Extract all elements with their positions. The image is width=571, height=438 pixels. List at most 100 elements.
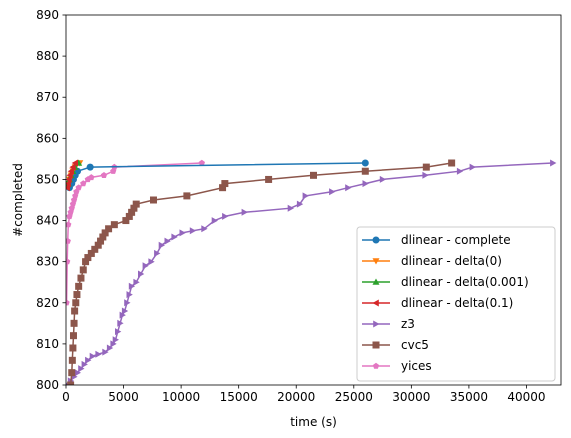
legend-item-dlinear-complete: dlinear - complete — [362, 233, 511, 247]
data-point-yices — [66, 237, 71, 244]
data-point-cvc5 — [68, 356, 76, 364]
data-point-yices — [75, 184, 82, 191]
data-point-cvc5 — [110, 221, 118, 229]
data-point-z3 — [106, 344, 114, 352]
x-tick-label: 25000 — [335, 390, 373, 404]
data-point-dlinear-delta-0-1 — [67, 167, 74, 175]
data-point-z3 — [74, 369, 81, 377]
legend-marker — [372, 258, 380, 265]
legend-label: z3 — [401, 317, 415, 331]
legend-label: dlinear - delta(0) — [401, 254, 502, 268]
data-point-cvc5 — [72, 299, 80, 307]
data-point-z3 — [126, 291, 133, 299]
data-point-cvc5 — [87, 249, 95, 257]
data-point-dlinear-complete — [361, 159, 369, 167]
data-point-cvc5 — [132, 200, 140, 208]
legend-marker — [372, 236, 380, 244]
data-point-cvc5 — [94, 241, 102, 249]
data-point-cvc5 — [310, 171, 317, 179]
data-point-cvc5 — [105, 225, 113, 233]
legend: dlinear - complete dlinear - delta(0) dlin… — [356, 226, 556, 382]
data-point-z3 — [128, 282, 136, 290]
data-point-z3 — [124, 299, 131, 307]
y-tick-label: 860 — [36, 131, 59, 145]
data-point-z3 — [138, 270, 145, 278]
data-point-cvc5 — [68, 369, 76, 377]
legend-item-z3: z3 — [362, 317, 415, 331]
y-tick-label: 850 — [36, 172, 59, 186]
data-point-dlinear-delta-0-1 — [66, 180, 71, 188]
data-point-z3 — [422, 171, 429, 179]
legend-item-cvc5: cvc5 — [362, 338, 429, 352]
data-point-cvc5 — [219, 184, 227, 192]
x-tick-label: 10000 — [162, 390, 200, 404]
data-point-yices — [100, 172, 108, 178]
y-tick-label: 890 — [36, 8, 59, 22]
y-tick-label: 880 — [36, 49, 59, 63]
legend-marker — [372, 362, 380, 369]
data-point-z3 — [85, 356, 92, 364]
legend-label: cvc5 — [401, 338, 429, 352]
data-point-cvc5 — [97, 237, 105, 245]
x-tick-label: 20000 — [277, 390, 315, 404]
data-point-z3 — [117, 319, 124, 327]
data-point-z3 — [89, 352, 96, 360]
data-point-cvc5 — [125, 212, 133, 220]
data-point-z3 — [329, 188, 336, 196]
x-axis-label: time (s) — [290, 415, 337, 429]
data-point-cvc5 — [130, 204, 138, 212]
data-point-cvc5 — [183, 192, 191, 200]
data-point-z3 — [287, 204, 294, 212]
data-point-yices — [66, 299, 70, 306]
data-point-z3 — [211, 217, 218, 225]
plot-frame — [65, 14, 562, 386]
data-point-z3 — [78, 365, 85, 373]
legend-marker — [373, 320, 380, 328]
data-point-cvc5 — [265, 175, 273, 183]
data-point-z3 — [81, 360, 88, 368]
data-point-cvc5 — [149, 196, 157, 204]
legend-label: dlinear - complete — [401, 233, 511, 247]
data-point-cvc5 — [67, 381, 75, 385]
data-point-cvc5 — [70, 319, 78, 327]
data-point-cvc5 — [448, 159, 456, 167]
y-tick-label: 800 — [36, 378, 59, 392]
data-point-z3 — [345, 184, 352, 192]
data-point-z3 — [550, 159, 557, 167]
legend-label: dlinear - delta(0.001) — [401, 275, 529, 289]
data-point-dlinear-delta-0-1 — [69, 163, 76, 171]
x-tick-label: 15000 — [220, 390, 258, 404]
series-group — [66, 159, 557, 385]
data-point-cvc5 — [101, 229, 109, 237]
data-point-dlinear-complete — [86, 163, 94, 171]
data-point-z3 — [296, 200, 304, 208]
data-point-cvc5 — [69, 344, 77, 352]
data-point-cvc5 — [79, 266, 87, 274]
data-point-cvc5 — [122, 217, 130, 225]
data-point-z3 — [362, 180, 369, 188]
y-axis-label: #completed — [11, 163, 25, 237]
data-point-yices — [80, 180, 87, 187]
data-point-z3 — [110, 340, 117, 348]
data-point-cvc5 — [71, 307, 79, 315]
data-point-z3 — [142, 262, 149, 270]
legend-label: dlinear - delta(0.1) — [401, 296, 513, 310]
x-tick-label: 30000 — [392, 390, 430, 404]
x-tick-label: 0 — [62, 390, 70, 404]
data-point-dlinear-delta-0-1 — [71, 159, 78, 167]
legend-box — [356, 226, 556, 382]
data-point-z3 — [171, 233, 178, 241]
data-point-z3 — [115, 328, 122, 336]
data-point-cvc5 — [128, 208, 136, 216]
data-point-cvc5 — [73, 291, 81, 299]
data-point-cvc5 — [422, 163, 430, 171]
data-point-z3 — [154, 249, 161, 257]
data-point-cvc5 — [75, 282, 83, 290]
x-tick-label: 40000 — [507, 390, 545, 404]
data-point-z3 — [201, 225, 208, 233]
y-tick-label: 870 — [36, 90, 59, 104]
y-tick-label: 810 — [36, 337, 59, 351]
data-point-z3 — [121, 307, 129, 315]
data-point-z3 — [158, 241, 165, 249]
data-point-cvc5 — [69, 332, 77, 340]
